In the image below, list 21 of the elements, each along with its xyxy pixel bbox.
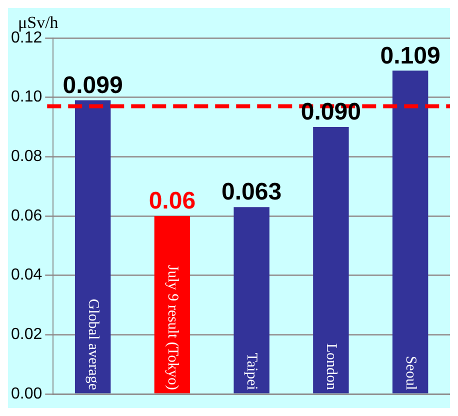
y-tick-label: 0.02 (11, 326, 42, 344)
x-tick-label: Global average (84, 298, 101, 390)
x-tick-label: July 9 result (Tokyo) (164, 264, 180, 390)
y-tick-label: 0.08 (11, 148, 42, 166)
y-axis-title: μSv/h (18, 12, 59, 32)
bar (154, 216, 190, 394)
bar (392, 70, 428, 394)
bar (313, 127, 349, 394)
y-tick-label: 0.10 (11, 88, 42, 106)
bar (234, 207, 270, 394)
bar (74, 100, 111, 394)
x-tick-label: London (323, 343, 340, 390)
data-label: 0.099 (62, 72, 123, 99)
y-tick-label: 0.04 (11, 266, 42, 284)
data-label: 0.06 (148, 188, 196, 215)
data-label: 0.063 (222, 178, 282, 206)
y-tick-label: 0.00 (11, 385, 42, 402)
data-label: 0.109 (380, 42, 440, 70)
y-tick-label: 0.06 (11, 207, 42, 224)
x-tick-label: Seoul (402, 356, 418, 390)
x-tick-label: Taipei (244, 352, 260, 390)
